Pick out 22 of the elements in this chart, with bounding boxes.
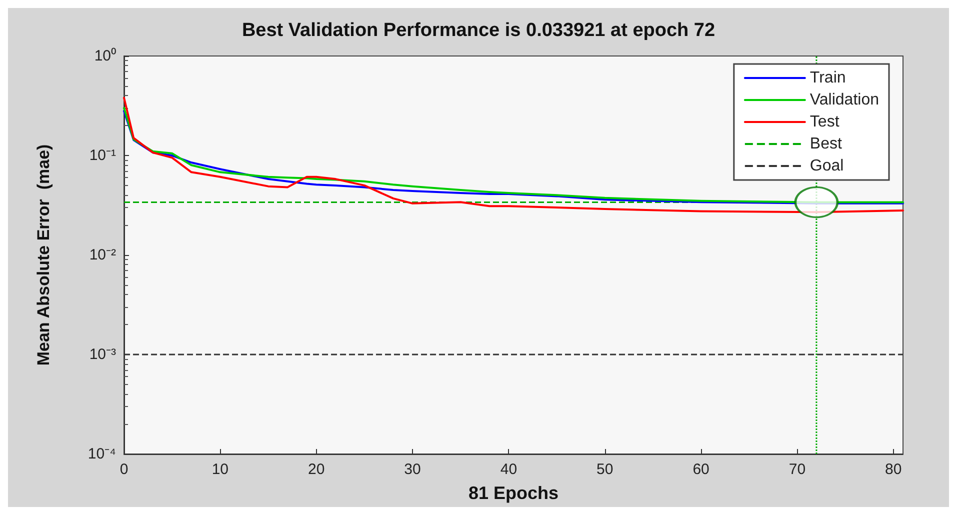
x-tick-label: 20 bbox=[308, 461, 325, 478]
chart-title: Best Validation Performance is 0.033921 at epoch 72 bbox=[242, 20, 716, 41]
y-tick-label: 10⁻² bbox=[89, 246, 116, 264]
y-axis-title: Mean Absolute Error (mae) bbox=[34, 144, 53, 366]
x-tick-label: 50 bbox=[596, 461, 614, 478]
x-tick-label: 80 bbox=[885, 461, 902, 478]
legend-label: Goal bbox=[810, 158, 844, 174]
legend-label: Best bbox=[810, 136, 842, 152]
y-tick-label: 10⁻¹ bbox=[89, 147, 116, 164]
legend-label: Train bbox=[810, 70, 846, 86]
x-tick-label: 40 bbox=[500, 461, 518, 478]
x-tick-label: 60 bbox=[692, 461, 710, 478]
x-tick-label: 0 bbox=[120, 461, 128, 478]
y-tick-label: 10⁻³ bbox=[89, 346, 116, 363]
x-tick-label: 70 bbox=[788, 461, 806, 478]
x-axis-title: 81 Epochs bbox=[468, 483, 559, 503]
legend-label: Test bbox=[810, 114, 840, 130]
x-tick-label: 10 bbox=[212, 461, 229, 478]
y-tick-label: 10⁰ bbox=[94, 48, 116, 64]
y-tick-label: 10⁻⁴ bbox=[88, 446, 116, 462]
legend-label: Validation bbox=[810, 92, 880, 108]
x-tick-label: 30 bbox=[404, 461, 421, 478]
